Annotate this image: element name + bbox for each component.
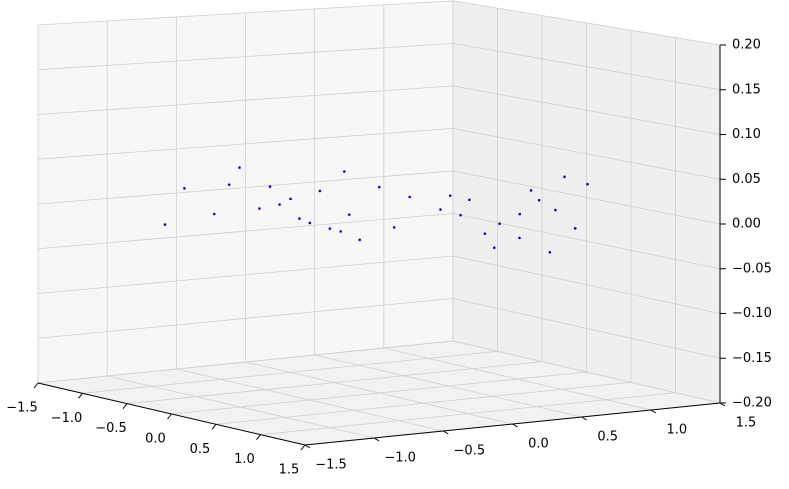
point bbox=[392, 226, 396, 229]
point bbox=[347, 213, 351, 216]
point bbox=[586, 182, 589, 186]
grid-line bbox=[452, 213, 721, 270]
grid-line bbox=[176, 368, 444, 432]
y-tick-label: 0.5 bbox=[597, 430, 618, 445]
x-axis-line bbox=[37, 382, 306, 446]
grid-line bbox=[37, 170, 454, 205]
tick-mark bbox=[373, 437, 380, 442]
z-tick-label: 0.10 bbox=[732, 127, 761, 142]
grid-line bbox=[245, 361, 513, 425]
grid-line bbox=[452, 85, 721, 135]
point bbox=[492, 246, 496, 250]
grid-line bbox=[37, 340, 454, 384]
point bbox=[448, 194, 452, 197]
point bbox=[298, 217, 301, 220]
tick-mark bbox=[33, 382, 39, 389]
point bbox=[328, 227, 332, 230]
point bbox=[212, 212, 216, 216]
grid-line bbox=[452, 340, 721, 404]
point bbox=[518, 212, 522, 216]
y-tick-label: 1.5 bbox=[736, 416, 757, 431]
grid-line bbox=[452, 255, 721, 314]
point bbox=[358, 238, 362, 242]
grid-line bbox=[37, 0, 454, 26]
point bbox=[318, 189, 322, 193]
point bbox=[554, 208, 557, 212]
grid-line bbox=[37, 85, 454, 115]
tick-mark bbox=[122, 403, 128, 409]
x-tick-label: −1.0 bbox=[51, 411, 83, 426]
y-tick-label: −1.0 bbox=[384, 451, 416, 466]
x-tick-label: −1.5 bbox=[6, 401, 38, 416]
x-tick-label: 1.5 bbox=[279, 463, 300, 478]
y-tick-label: −0.5 bbox=[454, 444, 486, 459]
point bbox=[408, 195, 412, 199]
point bbox=[573, 227, 577, 230]
point bbox=[548, 250, 552, 254]
point bbox=[483, 232, 487, 235]
z-tick-label: −0.15 bbox=[732, 351, 772, 366]
point bbox=[439, 208, 442, 211]
grid-line bbox=[452, 128, 721, 180]
tick-mark bbox=[211, 424, 217, 430]
point bbox=[227, 183, 231, 186]
point bbox=[278, 203, 281, 206]
x-tick-label: 1.0 bbox=[234, 452, 255, 467]
grid-line bbox=[452, 170, 721, 225]
y-axis-line bbox=[304, 402, 721, 446]
grid-line bbox=[37, 255, 454, 294]
z-tick-label: −0.10 bbox=[732, 306, 772, 321]
point bbox=[238, 166, 241, 169]
point bbox=[183, 187, 186, 190]
point bbox=[163, 223, 167, 226]
point bbox=[258, 207, 261, 210]
grid-line bbox=[37, 213, 454, 250]
x-tick-label: −0.5 bbox=[95, 421, 127, 436]
grid-line bbox=[452, 43, 721, 91]
tick-mark bbox=[78, 393, 83, 399]
tick-mark bbox=[304, 444, 311, 449]
tick-mark bbox=[512, 423, 518, 428]
point bbox=[377, 185, 381, 189]
point bbox=[468, 198, 471, 202]
point bbox=[339, 230, 343, 233]
grid-line bbox=[37, 298, 454, 339]
point bbox=[529, 189, 533, 192]
tick-mark bbox=[443, 430, 449, 435]
point bbox=[268, 185, 272, 188]
x-tick-label: 0.5 bbox=[190, 442, 211, 457]
point bbox=[289, 197, 292, 201]
grid-line bbox=[314, 354, 582, 418]
z-tick-label: 0.20 bbox=[732, 38, 761, 53]
point bbox=[537, 198, 541, 202]
point bbox=[459, 213, 462, 217]
z-tick-label: 0.05 bbox=[732, 172, 761, 187]
y-tick-label: 0.0 bbox=[528, 437, 549, 452]
y-tick-label: 1.0 bbox=[666, 423, 687, 438]
grid-line bbox=[452, 0, 721, 46]
tick-mark bbox=[300, 444, 306, 451]
point bbox=[518, 236, 521, 240]
y-tick-label: −1.5 bbox=[315, 458, 347, 473]
grid-line bbox=[37, 128, 454, 160]
grid-line bbox=[107, 375, 375, 439]
z-tick-label: 0.15 bbox=[732, 82, 761, 97]
tick-mark bbox=[256, 434, 261, 440]
point bbox=[308, 221, 312, 225]
tick-mark bbox=[650, 409, 657, 414]
z-tick-label: −0.05 bbox=[732, 261, 772, 276]
grid-line bbox=[37, 43, 454, 71]
grid-line bbox=[383, 347, 651, 411]
tick-mark bbox=[581, 416, 587, 421]
grid-line bbox=[452, 298, 721, 359]
x-tick-label: 0.0 bbox=[145, 432, 166, 447]
point bbox=[342, 170, 346, 173]
z-tick-label: −0.20 bbox=[732, 396, 772, 411]
tick-mark bbox=[167, 413, 172, 420]
point bbox=[498, 222, 501, 226]
z-tick-label: 0.00 bbox=[732, 217, 761, 232]
point bbox=[563, 175, 566, 179]
